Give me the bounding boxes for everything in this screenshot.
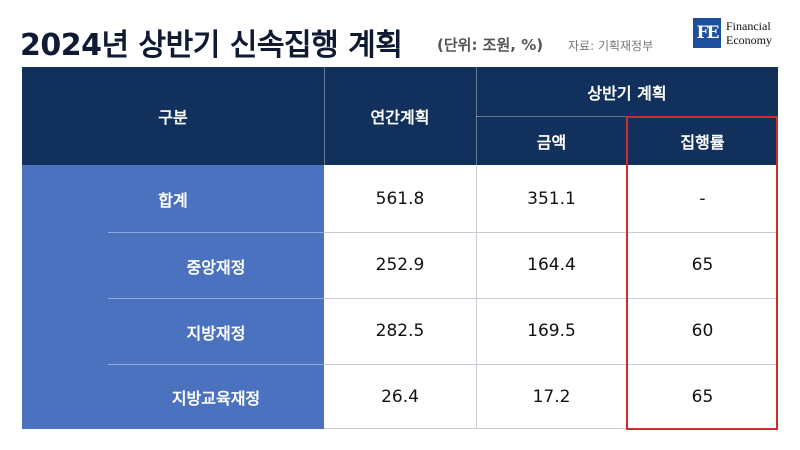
financial-economy-logo: FE Financial Economy <box>693 18 793 58</box>
cell-total-annual: 561.8 <box>324 165 476 232</box>
header-divider <box>476 67 477 165</box>
cell-local-education-rate: 65 <box>627 364 778 429</box>
grid-line <box>324 232 778 233</box>
grid-line <box>324 298 778 299</box>
grid-line <box>476 165 477 429</box>
cell-central-rate: 65 <box>627 232 778 298</box>
logo-mark-icon: FE <box>693 18 721 48</box>
page-title: 2024년 상반기 신속집행 계획 <box>20 28 403 63</box>
header-annual-plan: 연간계획 <box>324 67 476 165</box>
header-amount: 금액 <box>476 116 627 165</box>
logo-text-line1: Financial <box>726 19 771 33</box>
header-category: 구분 <box>22 67 324 165</box>
label-spacer <box>22 232 108 429</box>
cell-local-education-amount: 17.2 <box>476 364 627 429</box>
row-label-local: 지방재정 <box>108 298 324 364</box>
row-label-central: 중앙재정 <box>108 232 324 298</box>
execution-rate-highlight <box>626 116 778 430</box>
row-label-total: 합계 <box>22 165 324 232</box>
grid-line <box>324 364 778 365</box>
header-first-half: 상반기 계획 <box>476 67 778 116</box>
cell-local-education-annual: 26.4 <box>324 364 476 429</box>
header-execution-rate: 집행률 <box>627 116 778 165</box>
source-note: 자료: 기획재정부 <box>568 39 654 53</box>
row-label-local-education: 지방교육재정 <box>108 364 324 429</box>
cell-local-rate: 60 <box>627 298 778 364</box>
cell-central-amount: 164.4 <box>476 232 627 298</box>
cell-total-amount: 351.1 <box>476 165 627 232</box>
cell-central-annual: 252.9 <box>324 232 476 298</box>
cell-total-rate: - <box>627 165 778 232</box>
cell-local-annual: 282.5 <box>324 298 476 364</box>
logo-text-line2: Economy <box>726 33 772 47</box>
cell-local-amount: 169.5 <box>476 298 627 364</box>
header-divider <box>324 67 325 165</box>
unit-note: (단위: 조원, %) <box>437 36 544 54</box>
grid-line <box>324 428 778 429</box>
